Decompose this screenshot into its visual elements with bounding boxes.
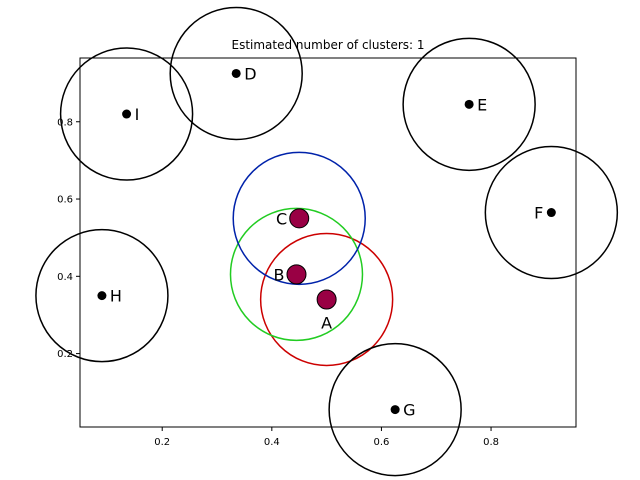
eps-circle-a bbox=[259, 232, 394, 367]
point-label-i: I bbox=[135, 105, 140, 124]
eps-circles bbox=[35, 6, 619, 477]
x-tick-label: 0.4 bbox=[264, 437, 280, 448]
eps-circle-b bbox=[229, 207, 364, 342]
noise-point-f bbox=[546, 208, 556, 218]
eps-circle-c bbox=[232, 151, 366, 286]
y-tick-label: 0.4 bbox=[57, 272, 73, 283]
y-tick-label: 0.2 bbox=[57, 349, 73, 360]
point-label-c: C bbox=[276, 209, 287, 228]
point-label-g: G bbox=[403, 401, 415, 420]
x-tick-label: 0.2 bbox=[154, 437, 170, 448]
noise-point-g bbox=[390, 405, 400, 415]
noise-point-i bbox=[122, 109, 132, 119]
y-tick-label: 0.6 bbox=[57, 195, 73, 206]
noise-point-e bbox=[464, 99, 474, 109]
noise-point-d bbox=[231, 68, 241, 78]
point-label-a: A bbox=[321, 313, 332, 332]
y-tick-label: 0.8 bbox=[57, 117, 73, 128]
eps-circle-h bbox=[35, 228, 169, 363]
eps-circle-g bbox=[328, 342, 462, 477]
core-point-c bbox=[289, 208, 310, 229]
point-label-f: F bbox=[534, 204, 543, 223]
x-tick-label: 0.6 bbox=[373, 437, 389, 448]
axis-ticks: 0.2 0.4 0.6 0.8 0.2 0.4 0.6 0.8 bbox=[57, 117, 499, 448]
point-label-d: D bbox=[244, 64, 256, 83]
plot-area-frame bbox=[79, 57, 577, 428]
eps-circle-d bbox=[169, 6, 303, 141]
eps-circle-e bbox=[402, 37, 536, 172]
point-label-e: E bbox=[477, 95, 487, 114]
data-points: A B C D E F G H I bbox=[97, 64, 556, 420]
x-tick-label: 0.8 bbox=[483, 437, 499, 448]
point-label-h: H bbox=[110, 287, 122, 306]
eps-circle-f bbox=[484, 145, 619, 280]
eps-circle-i bbox=[59, 47, 194, 181]
chart-title: Estimated number of clusters: 1 bbox=[231, 38, 424, 52]
noise-point-h bbox=[97, 291, 107, 301]
core-point-b bbox=[286, 264, 307, 285]
point-label-b: B bbox=[274, 265, 285, 284]
core-point-a bbox=[316, 289, 337, 310]
